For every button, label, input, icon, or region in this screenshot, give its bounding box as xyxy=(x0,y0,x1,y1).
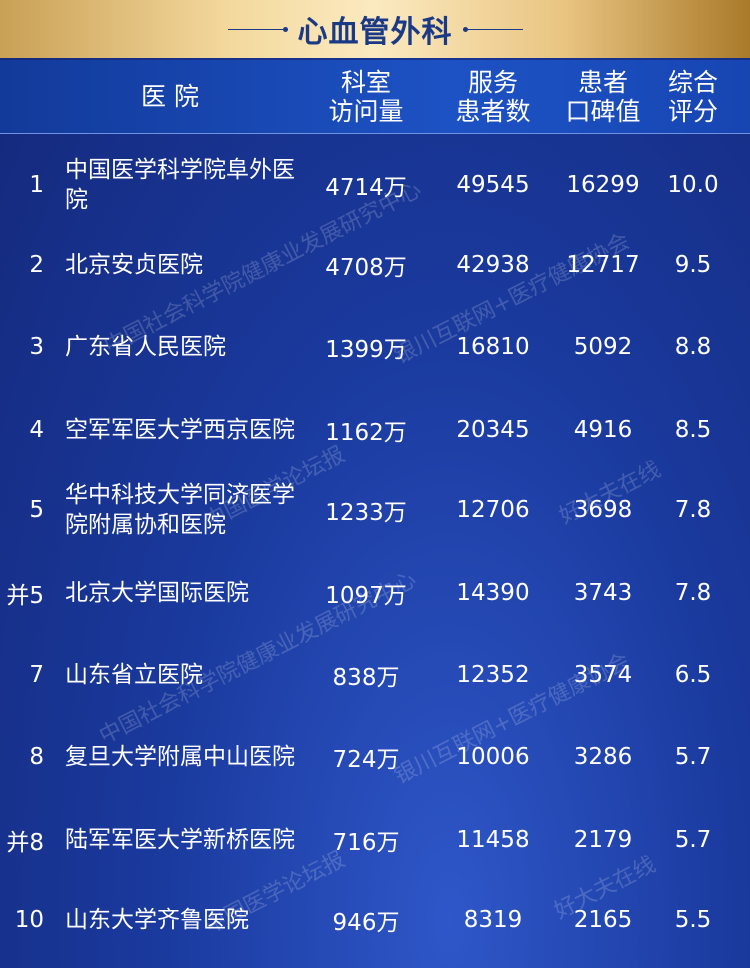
patients-value: 8319 xyxy=(463,907,523,933)
header-line: 服务 xyxy=(467,68,518,97)
header-line: 患者 xyxy=(577,68,628,97)
title-banner: 心血管外科 xyxy=(0,0,750,58)
patients-value: 42938 xyxy=(456,252,530,278)
hospital-name: 陆军军医大学新桥医院 xyxy=(65,827,295,853)
hospital-name: 中国医学科学院阜外医院 xyxy=(65,157,295,213)
visits-value: 4708万 xyxy=(325,255,407,281)
reputation-value: 3574 xyxy=(573,662,633,688)
table-row: 并5 北京大学国际医院 1097万 14390 3743 7.8 xyxy=(0,552,750,634)
reputation-value: 3743 xyxy=(573,580,633,606)
table-row: 1 中国医学科学院阜外医院 4714万 49545 16299 10.0 xyxy=(0,144,750,226)
table-header: 医 院 科室 访问量 服务 患者数 患者 口碑值 综合 评分 xyxy=(0,60,750,134)
rank: 8 xyxy=(29,744,44,770)
reputation-value: 2179 xyxy=(573,827,633,853)
hospital-name: 复旦大学附属中山医院 xyxy=(65,744,295,770)
hospital-name: 空军军医大学西京医院 xyxy=(65,417,295,443)
visits-value: 1233万 xyxy=(325,500,407,526)
visits-value: 946万 xyxy=(332,910,400,936)
hospital-name: 北京大学国际医院 xyxy=(65,580,249,606)
patients-value: 12352 xyxy=(456,662,530,688)
rank: 4 xyxy=(29,417,44,443)
hospital-name: 华中科技大学同济医学院附属协和医院 xyxy=(65,482,295,538)
reputation-value: 4916 xyxy=(573,417,633,443)
header-line: 访问量 xyxy=(328,97,404,126)
decorative-line xyxy=(227,26,288,32)
patients-value: 10006 xyxy=(456,744,530,770)
table-row: 3 广东省人民医院 1399万 16810 5092 8.8 xyxy=(0,306,750,388)
rank: 7 xyxy=(29,662,44,688)
rank: 3 xyxy=(29,334,44,360)
header-visits: 科室 访问量 xyxy=(306,68,426,126)
header-reputation: 患者 口碑值 xyxy=(543,68,663,126)
reputation-value: 3286 xyxy=(573,744,633,770)
hospital-name: 山东大学齐鲁医院 xyxy=(65,907,249,933)
header-line: 评分 xyxy=(667,97,718,126)
table-row: 7 山东省立医院 838万 12352 3574 6.5 xyxy=(0,634,750,716)
hospital-name: 广东省人民医院 xyxy=(65,334,226,360)
table-row: 5 华中科技大学同济医学院附属协和医院 1233万 12706 3698 7.8 xyxy=(0,469,750,551)
hospital-name: 山东省立医院 xyxy=(65,662,203,688)
score-value: 5.7 xyxy=(674,744,712,770)
hospital-name: 北京安贞医院 xyxy=(65,252,203,278)
header-patients: 服务 患者数 xyxy=(433,68,553,126)
score-value: 8.5 xyxy=(674,417,712,443)
decorative-line xyxy=(462,26,523,32)
visits-value: 1162万 xyxy=(325,420,407,446)
score-value: 10.0 xyxy=(667,172,719,198)
header-hospital: 医 院 xyxy=(141,82,199,111)
score-value: 9.5 xyxy=(674,252,712,278)
rank: 10 xyxy=(14,907,44,933)
patients-value: 14390 xyxy=(456,580,530,606)
reputation-value: 5092 xyxy=(573,334,633,360)
header-line: 口碑值 xyxy=(565,97,641,126)
table-row: 8 复旦大学附属中山医院 724万 10006 3286 5.7 xyxy=(0,716,750,798)
score-value: 8.8 xyxy=(674,334,712,360)
patients-value: 16810 xyxy=(456,334,530,360)
patients-value: 20345 xyxy=(456,417,530,443)
patients-value: 49545 xyxy=(456,172,530,198)
score-value: 6.5 xyxy=(674,662,712,688)
visits-value: 1097万 xyxy=(325,583,407,609)
visits-value: 4714万 xyxy=(325,175,407,201)
rank: 并8 xyxy=(6,830,44,856)
visits-value: 838万 xyxy=(332,665,400,691)
visits-value: 716万 xyxy=(332,830,400,856)
rank: 1 xyxy=(29,172,44,198)
reputation-value: 12717 xyxy=(566,252,640,278)
header-line: 科室 xyxy=(340,68,391,97)
table-row: 4 空军军医大学西京医院 1162万 20345 4916 8.5 xyxy=(0,389,750,471)
page-title: 心血管外科 xyxy=(297,15,453,50)
table-row: 并8 陆军军医大学新桥医院 716万 11458 2179 5.7 xyxy=(0,799,750,881)
reputation-value: 2165 xyxy=(573,907,633,933)
reputation-value: 16299 xyxy=(566,172,640,198)
score-value: 5.7 xyxy=(674,827,712,853)
visits-value: 1399万 xyxy=(325,337,407,363)
table-row: 2 北京安贞医院 4708万 42938 12717 9.5 xyxy=(0,224,750,306)
reputation-value: 3698 xyxy=(573,497,633,523)
header-line: 患者数 xyxy=(455,97,531,126)
score-value: 7.8 xyxy=(674,580,712,606)
rank: 2 xyxy=(29,252,44,278)
table-row: 10 山东大学齐鲁医院 946万 8319 2165 5.5 xyxy=(0,879,750,961)
header-line: 综合 xyxy=(667,68,718,97)
header-score: 综合 评分 xyxy=(643,68,743,126)
visits-value: 724万 xyxy=(332,747,400,773)
rank: 并5 xyxy=(6,583,44,609)
score-value: 5.5 xyxy=(674,907,712,933)
patients-value: 11458 xyxy=(456,827,530,853)
patients-value: 12706 xyxy=(456,497,530,523)
score-value: 7.8 xyxy=(674,497,712,523)
rank: 5 xyxy=(29,497,44,523)
